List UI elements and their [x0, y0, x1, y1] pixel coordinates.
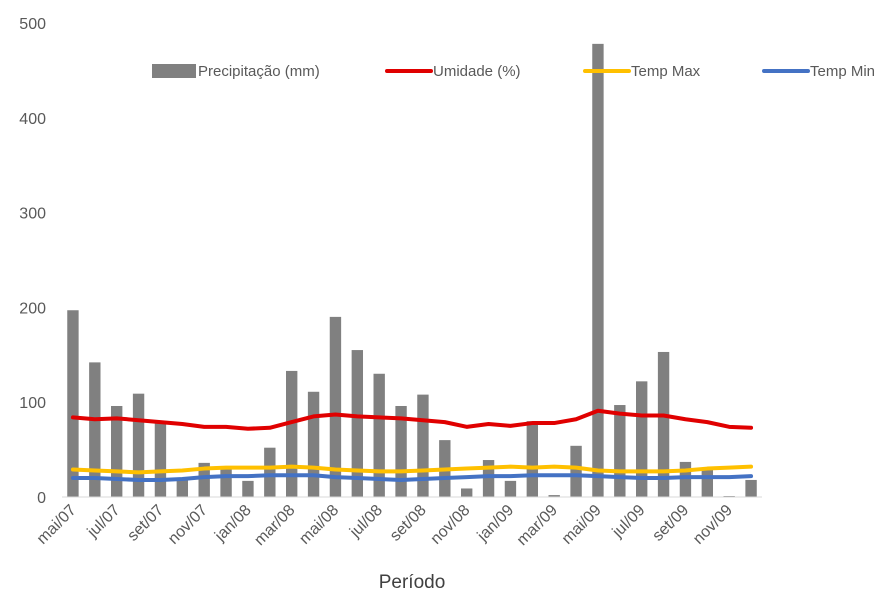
x-tick-label: jan/09 — [474, 502, 518, 546]
bar-precipitacao — [526, 421, 539, 497]
bar-precipitacao — [592, 43, 604, 498]
bar-precipitacao — [220, 468, 232, 497]
bar-precipitacao — [417, 394, 429, 497]
series-lines — [70, 408, 754, 482]
y-tick-label: 400 — [19, 111, 46, 128]
legend-label: Temp Max — [631, 63, 701, 80]
x-tick-label: mai/08 — [296, 502, 342, 548]
x-tick-label: jul/08 — [346, 502, 386, 542]
y-axis-ticks: 0 100 200 300 400 500 — [19, 16, 46, 507]
bar-precipitacao — [154, 421, 167, 497]
series-line-temp-max — [70, 464, 754, 475]
bar-precipitacao — [636, 381, 648, 497]
x-tick-label: mai/09 — [559, 502, 605, 548]
legend: Precipitação (mm) Umidade (%) Temp Max Temp… — [152, 63, 875, 80]
bar-precipitacao — [373, 373, 385, 497]
bar-precipitacao — [548, 495, 560, 497]
bar-precipitacao — [67, 310, 79, 497]
bar-precipitacao — [89, 362, 101, 497]
x-tick-label: mai/07 — [34, 502, 80, 548]
legend-swatch-bar — [152, 64, 196, 78]
bar-precipitacao — [132, 393, 145, 497]
bar-precipitacao — [307, 391, 320, 497]
bar-precipitacao — [504, 480, 517, 497]
bar-precipitacao — [286, 370, 298, 497]
x-tick-label: nov/08 — [428, 502, 474, 548]
series-line-temp-min — [70, 473, 754, 482]
bar-precipitacao — [614, 405, 626, 497]
x-tick-label: set/08 — [387, 502, 430, 545]
y-tick-label: 100 — [19, 395, 46, 412]
x-tick-label: mar/08 — [251, 502, 298, 549]
x-tick-label: set/07 — [124, 502, 167, 545]
bar-precipitacao — [329, 316, 342, 497]
bar-precipitacao — [242, 480, 254, 497]
y-tick-label: 300 — [19, 206, 46, 223]
legend-label: Umidade (%) — [433, 63, 521, 80]
x-tick-label: nov/07 — [165, 502, 211, 548]
bar-precipitacao — [461, 488, 473, 497]
x-tick-label: jul/09 — [609, 502, 649, 542]
bar-precipitacao — [111, 405, 123, 497]
bar-precipitacao — [679, 461, 692, 497]
bar-precipitacao — [701, 468, 714, 497]
bar-precipitacao — [351, 350, 364, 497]
x-tick-label: mar/09 — [514, 502, 561, 549]
x-tick-label: jan/08 — [211, 502, 255, 546]
bar-precipitacao — [482, 460, 495, 497]
series-line-umidade — [70, 408, 754, 431]
y-tick-label: 200 — [19, 300, 46, 317]
bar-precipitacao — [395, 405, 407, 497]
legend-label: Precipitação (mm) — [198, 63, 320, 80]
x-tick-label: set/09 — [649, 502, 692, 545]
legend-label: Temp Min — [810, 63, 875, 80]
bar-precipitacao — [176, 478, 189, 497]
precipitation-bars — [67, 43, 757, 498]
x-tick-label: nov/09 — [690, 502, 736, 548]
bar-precipitacao — [264, 447, 276, 497]
y-tick-label: 500 — [19, 16, 46, 33]
bar-precipitacao — [745, 479, 757, 497]
bar-precipitacao — [198, 462, 210, 497]
bar-precipitacao — [570, 445, 582, 497]
bar-precipitacao — [657, 351, 670, 497]
x-axis-label: Período — [379, 572, 446, 593]
x-tick-label: jul/07 — [84, 502, 124, 542]
y-tick-label: 0 — [37, 490, 46, 507]
